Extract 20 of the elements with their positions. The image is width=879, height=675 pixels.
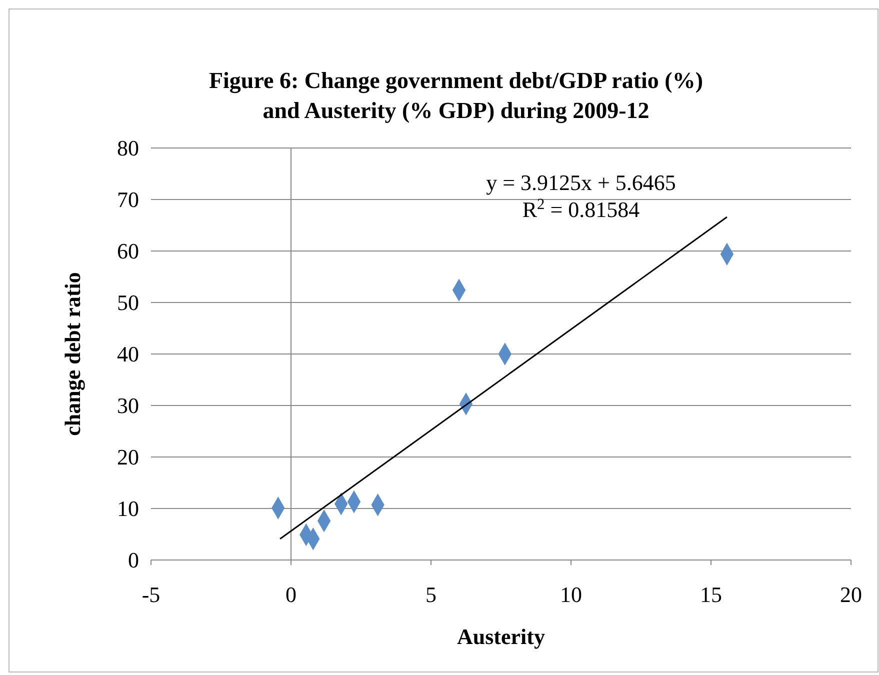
annotation: y = 3.9125x + 5.6465 (486, 170, 676, 195)
y-tick-label: 50 (117, 290, 139, 316)
y-tick-label: 80 (117, 136, 139, 161)
y-axis-title: change debt ratio (60, 272, 85, 436)
y-tick-label: 60 (117, 238, 139, 264)
x-tick-label: 10 (560, 582, 582, 607)
y-tick-label: 20 (117, 444, 139, 470)
x-tick-label: -5 (142, 582, 160, 607)
y-tick-label: 10 (117, 496, 139, 522)
y-tick-label: 70 (117, 187, 139, 212)
y-tick-label: 40 (117, 342, 139, 367)
chart-title: Figure 6: Change government debt/GDP ratio (%) and Austerity (% GDP) during 2009-12 (208, 68, 704, 124)
x-tick-label: 15 (700, 582, 722, 607)
x-tick-label: 5 (426, 582, 436, 607)
x-axis-title: Austerity (457, 624, 545, 649)
x-tick-label: 20 (840, 582, 862, 607)
y-tick-label: 30 (117, 393, 139, 418)
x-tick-label: 0 (286, 582, 296, 607)
annotation: R$^{2}$ = 0.81584 (522, 196, 640, 222)
y-tick-label: 0 (128, 548, 139, 573)
